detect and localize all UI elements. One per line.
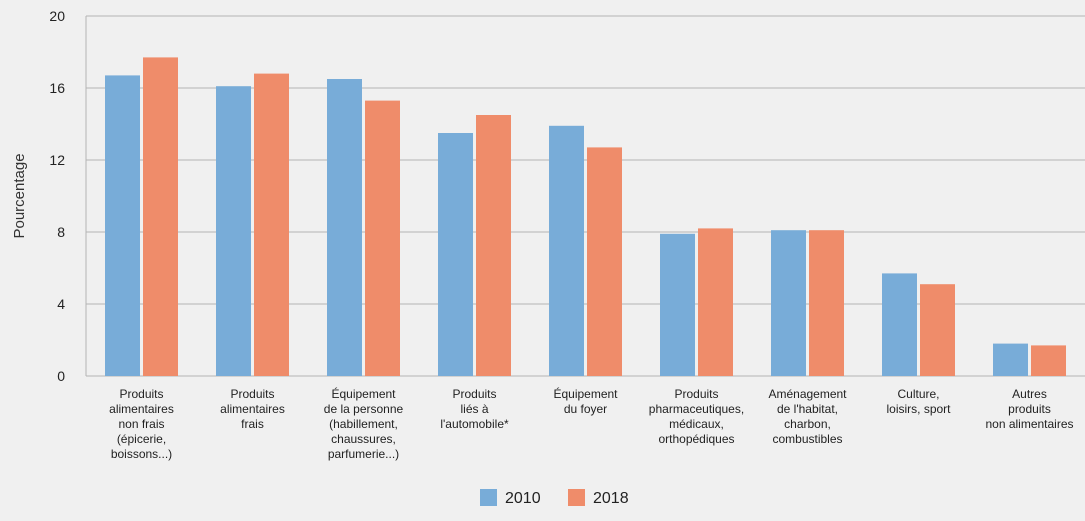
x-tick-label: du foyer — [564, 402, 607, 416]
bar-2018-1 — [143, 57, 178, 377]
x-tick-label: non alimentaires — [985, 417, 1073, 431]
x-tick-label: parfumerie...) — [328, 447, 399, 461]
x-tick-label: orthopédiques — [658, 432, 734, 446]
legend-label-2010: 2010 — [505, 490, 541, 507]
bar-2010-8 — [882, 273, 917, 376]
bar-2018-4 — [476, 115, 511, 376]
legend-swatch-2018 — [568, 489, 585, 506]
legend-label-2018: 2018 — [593, 490, 629, 507]
x-tick-label: l'automobile* — [440, 417, 509, 431]
x-tick-label: boissons...) — [111, 447, 172, 461]
bar-2010-4 — [438, 133, 473, 376]
y-tick-label: 8 — [57, 224, 65, 240]
bar-2010-1 — [105, 75, 140, 377]
legend-swatch-2010 — [480, 489, 497, 506]
x-tick-label: Culture, — [897, 387, 939, 401]
x-tick-label: alimentaires — [109, 402, 174, 416]
x-tick-label: Équipement — [553, 386, 618, 401]
x-tick-label: Équipement — [331, 386, 396, 401]
bar-2018-5 — [587, 147, 622, 376]
y-tick-label: 0 — [57, 368, 65, 384]
y-tick-label: 4 — [57, 296, 65, 312]
bar-2018-6 — [698, 228, 733, 376]
x-tick-label: loisirs, sport — [886, 402, 951, 416]
x-tick-label: charbon, — [784, 417, 831, 431]
y-tick-label: 20 — [49, 8, 65, 24]
bar-2018-7 — [809, 230, 844, 376]
x-tick-label: combustibles — [772, 432, 842, 446]
bar-2018-9 — [1031, 345, 1066, 376]
bar-2010-7 — [771, 230, 806, 376]
x-tick-label: chaussures, — [331, 432, 396, 446]
x-tick-label: produits — [1008, 402, 1051, 416]
bar-2018-8 — [920, 284, 955, 376]
x-tick-label: Produits — [452, 387, 496, 401]
y-tick-label: 16 — [49, 80, 65, 96]
x-tick-label: (habillement, — [329, 417, 398, 431]
x-tick-label: de la personne — [324, 402, 404, 416]
bar-2010-3 — [327, 79, 362, 376]
y-axis-label: Pourcentage — [11, 153, 28, 238]
bar-2018-2 — [254, 73, 289, 376]
bar-2010-9 — [993, 343, 1028, 376]
y-tick-label: 12 — [49, 152, 65, 168]
x-tick-label: frais — [241, 417, 264, 431]
x-tick-label: Produits — [119, 387, 163, 401]
bar-2018-3 — [365, 100, 400, 376]
x-tick-label: (épicerie, — [117, 432, 166, 446]
bar-2010-2 — [216, 86, 251, 376]
x-tick-label: Produits — [674, 387, 718, 401]
x-tick-label: Autres — [1012, 387, 1047, 401]
x-tick-label: non frais — [118, 417, 164, 431]
x-tick-label: Aménagement — [768, 387, 847, 401]
x-tick-label: Produits — [230, 387, 274, 401]
x-tick-label: de l'habitat, — [777, 402, 838, 416]
x-tick-label: pharmaceutiques, — [649, 402, 744, 416]
bar-2010-5 — [549, 125, 584, 376]
x-tick-label: liés à — [460, 402, 488, 416]
bar-2010-6 — [660, 233, 695, 376]
x-tick-label: médicaux, — [669, 417, 724, 431]
x-tick-label: alimentaires — [220, 402, 285, 416]
